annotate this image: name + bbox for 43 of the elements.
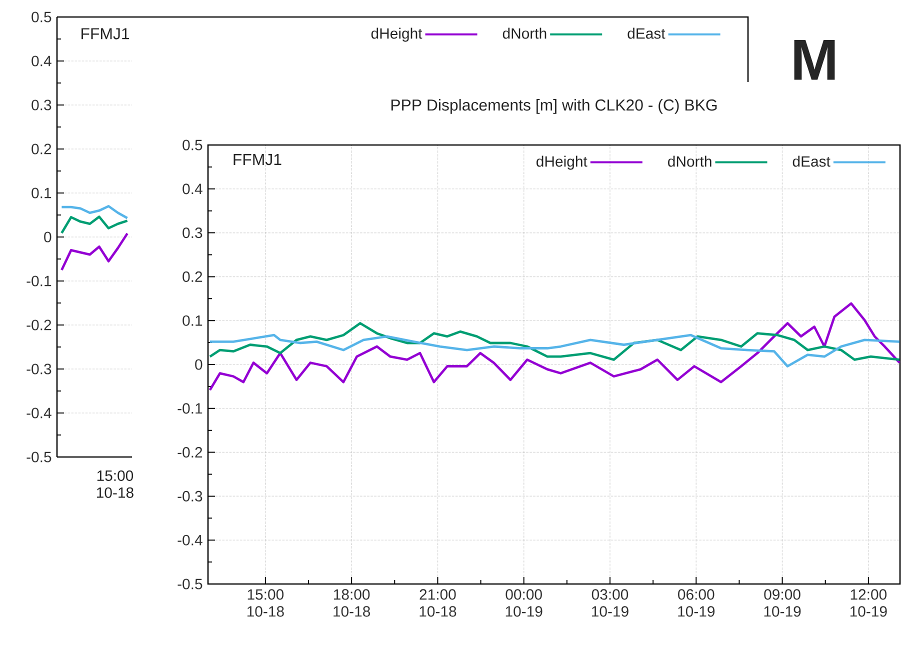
legend-label: dHeight [371,28,422,42]
line-series [60,205,129,220]
x-tick-label: 03:00 10-19 [592,589,628,617]
x-tick-label: 06:00 10-19 [678,589,715,617]
annotation: FFMJ1 [234,154,282,166]
x-tick-label: 00:00 10-19 [506,589,542,617]
y-tick-label: -0.4 [26,408,52,418]
legend-label: dHeight [536,156,588,170]
legend-label: dNorth [502,28,546,39]
text: M [794,40,835,80]
x-tick-label: 18:00 10-18 [334,589,370,617]
y-tick-label: 0.5 [32,12,52,22]
y-tick-label: -0.3 [178,490,202,502]
annotation: FFMJ1 [82,28,130,40]
legend-label: dEast [792,156,830,167]
y-tick-label: 0.3 [32,100,52,110]
y-tick-label: 0.2 [182,271,202,282]
x-tick-label: 09:00 10-19 [764,589,801,617]
y-tick-label: -0.4 [178,534,202,546]
y-tick-label: -0.1 [178,403,202,414]
x-tick-label: 12:00 10-19 [850,589,887,617]
y-tick-label: -0.2 [178,447,202,458]
y-tick-label: 0.2 [32,144,52,154]
legend-label: dNorth [668,156,712,167]
x-tick-label: 21:00 10-18 [420,589,456,617]
y-tick-label: -0.1 [26,276,52,286]
y-tick-label: 0.5 [182,140,202,150]
y-tick-label: 0.1 [32,188,52,198]
legend-label: dEast [628,28,666,39]
y-tick-label: 0.4 [182,184,202,194]
y-tick-label: -0.5 [178,578,202,590]
line-series [60,216,129,234]
y-tick-label: -0.2 [26,320,52,330]
y-tick-label: -0.5 [26,452,52,462]
chart-title: PPP Displacements [m] with CLK20 - (C) BKG [391,98,717,114]
y-tick-label: 0.3 [182,228,202,238]
text: 15:00 10-18 [97,470,134,498]
y-tick-label: 0 [44,232,52,242]
y-tick-label: 0 [195,359,202,370]
y-tick-label: 0.4 [32,56,52,66]
y-tick-label: 0.1 [182,315,202,326]
y-tick-label: -0.3 [26,364,52,374]
x-tick-label: 15:00 10-18 [247,589,284,617]
